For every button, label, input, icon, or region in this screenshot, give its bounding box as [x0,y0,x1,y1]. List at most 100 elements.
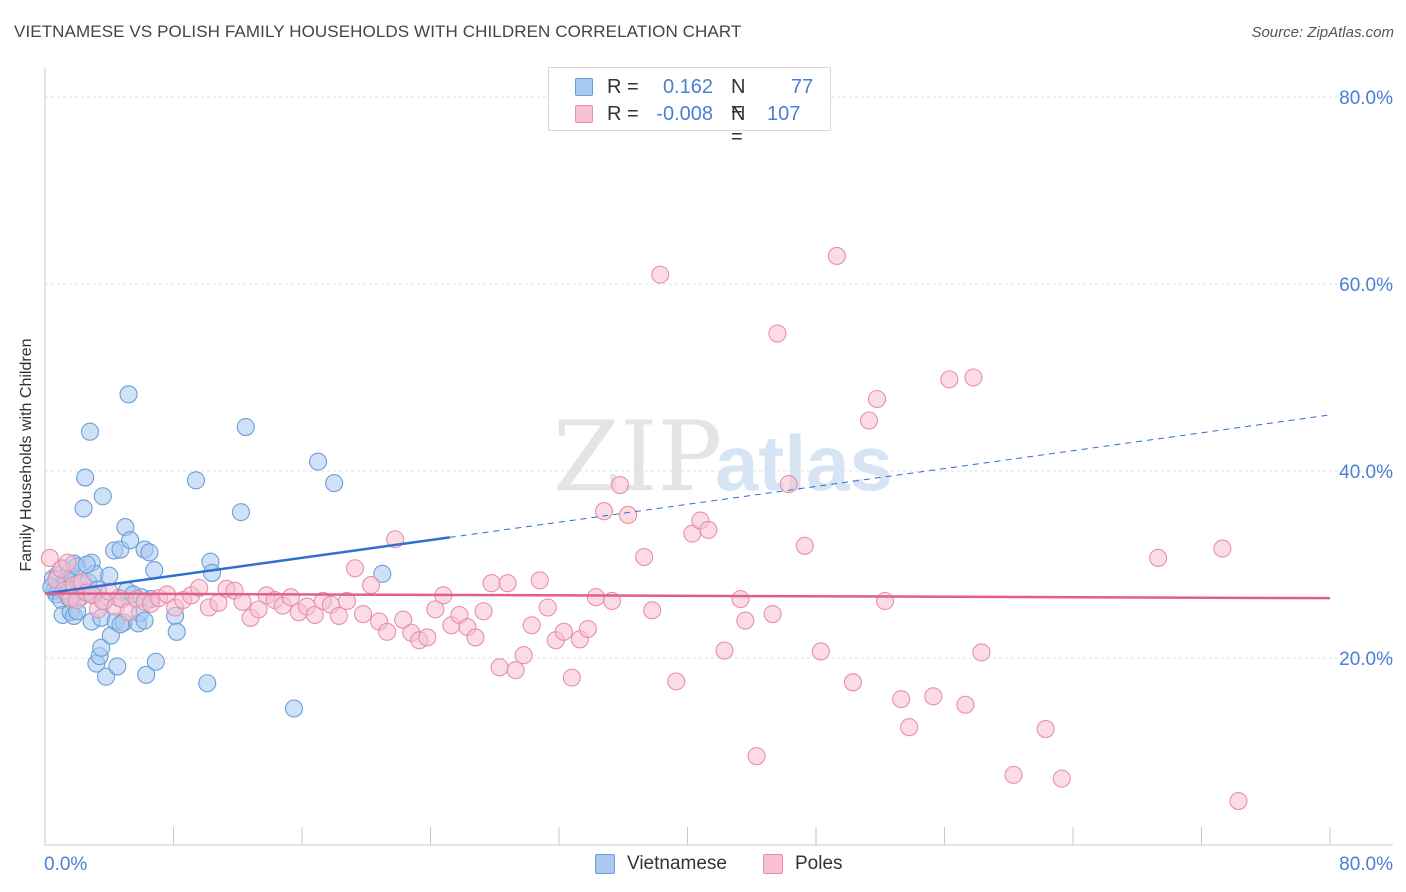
watermark-atlas: atlas [715,419,893,507]
legend-r-label: R = [607,76,639,98]
poles-point [651,265,670,284]
trendline-vietnamese [44,536,450,595]
poles-point [586,588,605,607]
vietnamese-point [140,543,159,562]
poles-point [58,553,77,572]
poles-point [1052,769,1071,788]
poles-point [482,574,501,593]
poles-point [466,628,485,647]
legend-n-label: N = [731,76,746,121]
poles-point [490,658,509,677]
vietnamese-point [231,503,251,522]
vietnamese-point [80,422,100,441]
poles-point [1229,792,1248,811]
poles-point [1149,548,1168,568]
poles-point [353,605,373,624]
legend-label-vietnamese: Vietnamese [627,853,727,874]
poles-point [964,368,983,387]
poles-point [811,642,830,661]
poles-point [795,536,814,555]
y-tick-label: 20.0% [1339,649,1393,670]
vietnamese-point [135,611,154,630]
poles-point [610,475,630,495]
poles-point [635,547,654,567]
vietnamese-point [121,531,140,550]
poles-point [892,690,911,709]
poles-point [768,324,787,343]
legend-n-value: 77 [791,76,814,98]
poles-point [859,411,879,430]
vietnamese-point [236,418,255,437]
vietnamese-point [108,657,127,676]
vietnamese-point [198,674,217,693]
poles-point [843,673,862,692]
vietnamese-point [93,487,112,506]
vietnamese-point [76,468,95,487]
poles-point [699,520,718,539]
poles-point [190,578,209,597]
poles-point [522,616,541,635]
poles-point [763,605,782,624]
vietnamese-point [77,555,96,574]
poles-point [233,592,252,611]
poles-point [249,600,268,619]
legend-swatch-poles [763,854,783,874]
series-vietnamese [42,385,392,718]
poles-point [731,590,750,609]
vietnamese-point [284,699,304,718]
poles-point [876,591,895,611]
poles-point [506,661,525,680]
poles-point [1004,765,1023,784]
poles-point [779,475,798,494]
watermark-zip: ZIP [553,401,722,513]
poles-point [305,605,324,625]
vietnamese-point [96,667,116,686]
gridlines [45,96,1393,659]
watermark: ZIP atlas [553,401,893,513]
x-tick-label: 0.0% [44,854,87,875]
vietnamese-point [74,499,93,518]
poles-point [498,574,517,593]
y-tick-label: 40.0% [1339,462,1393,483]
poles-point [827,246,846,265]
poles-point [643,601,662,620]
legend-label-poles: Poles [795,853,843,874]
poles-point [736,611,755,630]
vietnamese-point [100,566,119,585]
poles-point [418,628,437,647]
trendline-poles [44,592,1331,600]
series-poles [40,246,1248,811]
poles-point [562,668,581,687]
poles-point [329,606,348,625]
poles-point [924,687,943,706]
vietnamese-point [92,638,111,657]
poles-point [40,548,59,568]
poles-point [538,598,557,617]
legend-r-value: 0.162 [662,76,713,98]
poles-point [554,622,573,641]
chart-title: VIETNAMESE VS POLISH FAMILY HOUSEHOLDS W… [14,22,742,41]
poles-point [362,576,381,595]
poles-point [972,643,991,662]
poles-point [747,747,766,766]
poles-point [1036,720,1055,739]
vietnamese-point [167,622,186,641]
poles-point [394,610,413,629]
vietnamese-point [146,652,165,671]
trendline-vietnamese-extension [449,414,1331,538]
source-credit: Source: ZipAtlas.com [1251,24,1394,41]
poles-point [667,672,686,691]
vietnamese-point [119,385,138,404]
poles-point [578,619,597,639]
legend-n-label: N = [731,103,746,148]
poles-point [514,646,533,665]
poles-point [530,571,549,590]
poles-point [594,502,614,521]
vietnamese-point [145,561,164,580]
vietnamese-point [137,665,156,684]
legend-r-label: R = [607,103,639,125]
trendlines [44,414,1331,600]
vietnamese-point [309,452,328,471]
tick-labels: 20.0% 40.0% 60.0% 80.0% 0.0% 80.0% [44,88,1393,875]
legend-swatch-poles [575,105,593,123]
